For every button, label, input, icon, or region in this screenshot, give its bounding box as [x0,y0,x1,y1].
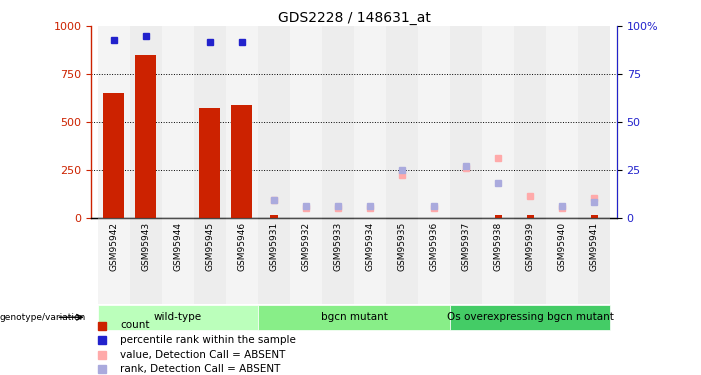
Title: GDS2228 / 148631_at: GDS2228 / 148631_at [278,11,430,25]
Text: GSM95943: GSM95943 [141,222,150,271]
Text: GSM95935: GSM95935 [397,222,407,271]
Bar [226,26,258,218]
FancyBboxPatch shape [97,305,258,330]
FancyBboxPatch shape [482,217,515,304]
FancyBboxPatch shape [258,305,450,330]
Text: GSM95946: GSM95946 [238,222,246,271]
Text: GSM95931: GSM95931 [269,222,278,271]
Bar [162,26,193,218]
Bar [258,26,290,218]
Bar [591,215,598,217]
Bar [322,26,354,218]
Bar [578,26,611,218]
Bar [482,26,515,218]
Bar [418,26,450,218]
Text: GSM95938: GSM95938 [494,222,503,271]
FancyBboxPatch shape [515,217,546,304]
Bar [231,105,252,218]
Bar [495,215,502,217]
FancyBboxPatch shape [386,217,418,304]
Bar [386,26,418,218]
Bar [135,55,156,217]
Text: GSM95939: GSM95939 [526,222,535,271]
Text: rank, Detection Call = ABSENT: rank, Detection Call = ABSENT [120,364,280,374]
Bar [199,108,220,218]
Text: genotype/variation: genotype/variation [0,313,86,322]
Text: GSM95936: GSM95936 [430,222,439,271]
FancyBboxPatch shape [578,217,611,304]
Text: GSM95941: GSM95941 [590,222,599,271]
FancyBboxPatch shape [322,217,354,304]
FancyBboxPatch shape [450,305,611,330]
FancyBboxPatch shape [290,217,322,304]
Bar [270,215,278,217]
FancyBboxPatch shape [258,217,290,304]
FancyBboxPatch shape [546,217,578,304]
Text: Os overexpressing bgcn mutant: Os overexpressing bgcn mutant [447,312,614,322]
FancyBboxPatch shape [97,217,130,304]
FancyBboxPatch shape [450,217,482,304]
Bar [97,26,130,218]
Bar [290,26,322,218]
FancyBboxPatch shape [418,217,450,304]
Text: GSM95933: GSM95933 [334,222,343,271]
Bar [193,26,226,218]
Bar [450,26,482,218]
Text: count: count [120,321,149,330]
FancyBboxPatch shape [226,217,258,304]
Bar [130,26,162,218]
FancyBboxPatch shape [193,217,226,304]
Text: GSM95942: GSM95942 [109,222,118,271]
Text: GSM95934: GSM95934 [365,222,374,271]
Bar [354,26,386,218]
FancyBboxPatch shape [130,217,162,304]
Text: value, Detection Call = ABSENT: value, Detection Call = ABSENT [120,350,285,360]
FancyBboxPatch shape [162,217,193,304]
Text: GSM95945: GSM95945 [205,222,215,271]
Bar [515,26,546,218]
Text: GSM95937: GSM95937 [462,222,470,271]
Bar [526,215,534,217]
Bar [103,93,124,218]
Text: wild-type: wild-type [154,312,202,322]
Bar [546,26,578,218]
Text: percentile rank within the sample: percentile rank within the sample [120,335,296,345]
Text: GSM95932: GSM95932 [301,222,311,271]
Text: GSM95940: GSM95940 [558,222,567,271]
FancyBboxPatch shape [354,217,386,304]
Text: bgcn mutant: bgcn mutant [320,312,388,322]
Text: GSM95944: GSM95944 [173,222,182,271]
